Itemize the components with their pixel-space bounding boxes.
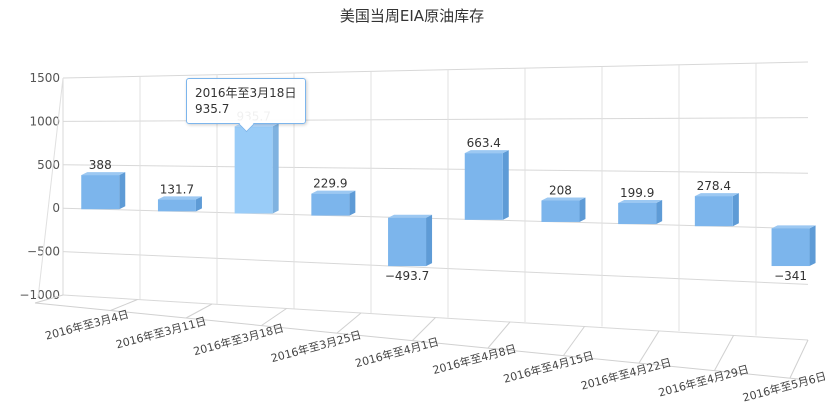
data-label: 131.7 bbox=[160, 182, 194, 196]
bar[interactable] bbox=[81, 172, 126, 210]
bar[interactable] bbox=[541, 197, 586, 222]
floor-line bbox=[412, 317, 436, 341]
floor-line bbox=[487, 321, 511, 349]
data-label: 208 bbox=[549, 184, 572, 198]
bar-top bbox=[157, 196, 202, 200]
bar-side bbox=[732, 193, 739, 227]
bar-front bbox=[157, 199, 196, 212]
bar-top bbox=[464, 150, 509, 154]
bar-side bbox=[656, 199, 663, 225]
bar-front bbox=[694, 196, 733, 227]
floor-line bbox=[563, 326, 585, 356]
bar-side bbox=[426, 214, 433, 267]
bar-front bbox=[771, 228, 810, 267]
bar-front bbox=[81, 175, 120, 210]
bar-side bbox=[579, 197, 586, 222]
bar-top bbox=[771, 225, 816, 229]
bar-side bbox=[119, 172, 126, 210]
gridline bbox=[62, 207, 809, 230]
tooltip: 2016年至3月18日 935.7 bbox=[186, 78, 306, 133]
bar[interactable] bbox=[771, 225, 816, 267]
floor-line bbox=[638, 330, 660, 364]
y-tick-label: 1000 bbox=[29, 114, 60, 128]
gridline bbox=[62, 251, 809, 285]
floor-line bbox=[714, 335, 734, 371]
bar-side bbox=[195, 196, 202, 212]
floor-line bbox=[336, 312, 362, 334]
gridline bbox=[62, 117, 809, 122]
bar-front bbox=[388, 217, 427, 267]
bar[interactable] bbox=[388, 214, 433, 267]
bar-front bbox=[464, 153, 503, 220]
tooltip-value: 935.7 bbox=[195, 102, 230, 116]
floor-line bbox=[261, 308, 287, 326]
bar-top bbox=[618, 199, 663, 203]
bar[interactable] bbox=[157, 196, 202, 212]
y-tick-label: 1500 bbox=[29, 71, 60, 85]
bar-front bbox=[541, 200, 580, 222]
bar[interactable] bbox=[694, 193, 739, 227]
x-tick-label: 2016年至5月6日 bbox=[741, 369, 825, 403]
bar-top bbox=[311, 190, 356, 194]
bar-top bbox=[694, 193, 739, 197]
bar-front bbox=[618, 202, 657, 225]
bar-side bbox=[809, 225, 816, 267]
floor-line bbox=[110, 299, 138, 311]
bar-top bbox=[81, 172, 126, 176]
bar[interactable] bbox=[234, 123, 279, 214]
data-label: 199.9 bbox=[620, 186, 654, 200]
tooltip-title: 2016年至3月18日 bbox=[195, 86, 297, 100]
gridline bbox=[62, 164, 809, 174]
chart-title: 美国当周EIA原油库存 bbox=[340, 7, 484, 25]
bar[interactable] bbox=[618, 199, 663, 225]
bar[interactable] bbox=[464, 150, 509, 220]
data-label: −341 bbox=[774, 269, 807, 283]
x-axis-line bbox=[34, 302, 809, 381]
bar-front bbox=[311, 193, 350, 216]
floor-line bbox=[34, 294, 64, 304]
bar-side bbox=[502, 150, 509, 220]
floor-line bbox=[185, 303, 213, 319]
bar-top bbox=[541, 197, 586, 201]
bar[interactable] bbox=[311, 190, 356, 216]
bar-side bbox=[349, 190, 356, 216]
data-label: 229.9 bbox=[313, 177, 347, 191]
bar-top bbox=[388, 214, 433, 218]
x-tick-label: 2016年至4月1日 bbox=[354, 334, 441, 370]
bar-front bbox=[234, 126, 273, 214]
data-label: −493.7 bbox=[385, 269, 429, 283]
y-tick-label: −1000 bbox=[19, 288, 60, 302]
y-tick-label: 500 bbox=[37, 158, 60, 172]
y-tick-label: 0 bbox=[52, 201, 60, 215]
data-label: 388 bbox=[89, 158, 112, 172]
data-label: 278.4 bbox=[697, 179, 731, 193]
gridline bbox=[62, 61, 809, 79]
floor-line bbox=[789, 339, 809, 379]
data-label: 663.4 bbox=[467, 136, 501, 150]
bar-side bbox=[272, 123, 279, 214]
x-gridline bbox=[37, 77, 64, 299]
